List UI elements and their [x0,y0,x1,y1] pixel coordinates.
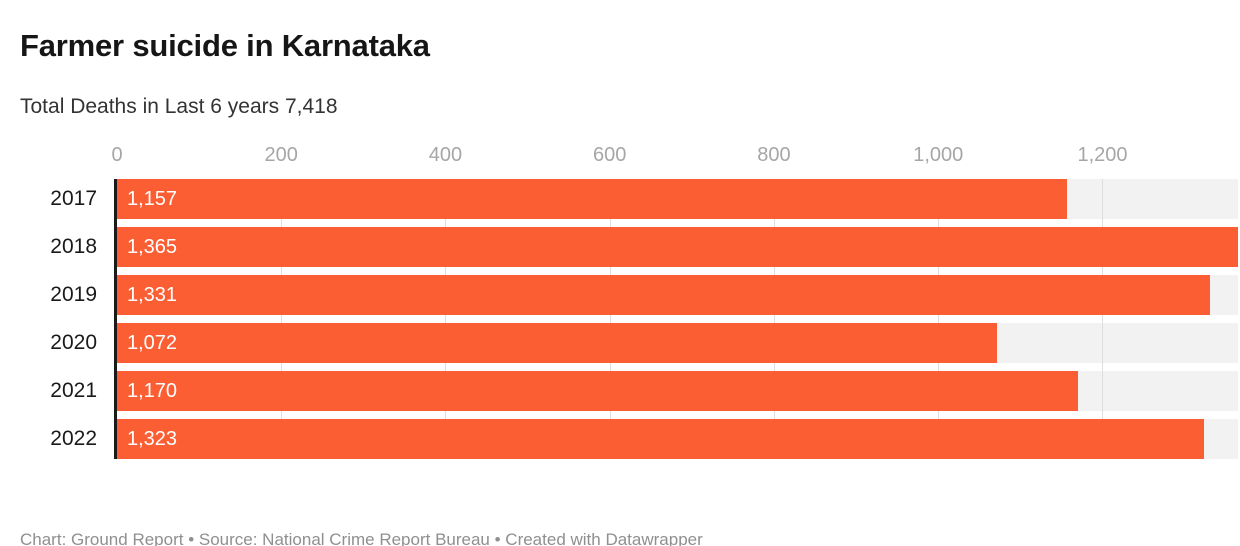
bar-row: 1,365 [117,227,1238,267]
bar-row: 1,157 [117,179,1238,219]
gridline [1102,179,1104,459]
bar: 1,365 [117,227,1238,267]
bar-value-label: 1,331 [127,283,178,306]
bar-row: 1,331 [117,275,1238,315]
bar-rows: 1,157 1,365 1,331 1,072 1,170 1,323 [117,179,1238,459]
x-axis: 0 200 400 600 800 1,000 1,200 [111,144,1238,166]
x-tick-label: 400 [428,144,463,166]
y-axis-line [114,179,117,459]
chart-subtitle: Total Deaths in Last 6 years 7,418 [20,95,338,118]
bar-value-label: 1,170 [127,379,178,402]
bar-value-label: 1,157 [127,187,178,210]
chart-title: Farmer suicide in Karnataka [20,28,430,63]
x-tick-label: 600 [593,144,627,166]
x-tick-label: 200 [264,144,298,166]
gridline [609,179,611,459]
year-label: 2017 [50,187,97,210]
bar-value-label: 1,323 [127,427,178,450]
bar-chart: 0 200 400 600 800 1,000 1,200 2017 2018 2019 2020… [20,144,1238,459]
gridline [773,179,775,459]
bar: 1,170 [117,371,1078,411]
y-axis-labels: 2017 2018 2019 2020 2021 2022 [20,179,97,459]
year-label: 2022 [50,427,97,450]
bar-row: 1,323 [117,419,1238,459]
bar: 1,072 [117,323,998,363]
gridline [281,179,283,459]
plot-area: 1,157 1,365 1,331 1,072 1,170 1,323 [114,179,1238,459]
year-label: 2019 [50,283,97,306]
gridline [445,179,447,459]
bar-value-label: 1,072 [127,331,178,354]
x-tick-label: 0 [111,144,123,166]
x-tick-label: 800 [757,144,791,166]
year-label: 2021 [50,379,97,402]
x-tick-label: 1,000 [913,144,964,166]
year-label: 2018 [50,235,97,258]
bar: 1,323 [117,419,1204,459]
x-tick-label: 1,200 [1077,144,1128,166]
chart-page: Farmer suicide in Karnataka Total Deaths… [0,28,1240,546]
chart-body: 2017 2018 2019 2020 2021 2022 1,157 1,365 1,331… [20,179,1238,459]
bar: 1,157 [117,179,1068,219]
bar: 1,331 [117,275,1211,315]
bar-row: 1,072 [117,323,1238,363]
bar-row: 1,170 [117,371,1238,411]
year-label: 2020 [50,331,97,354]
bar-value-label: 1,365 [127,235,178,258]
gridline [938,179,940,459]
gridlines [117,179,1238,459]
chart-footer-credits: Chart: Ground Report • Source: National … [20,530,703,546]
